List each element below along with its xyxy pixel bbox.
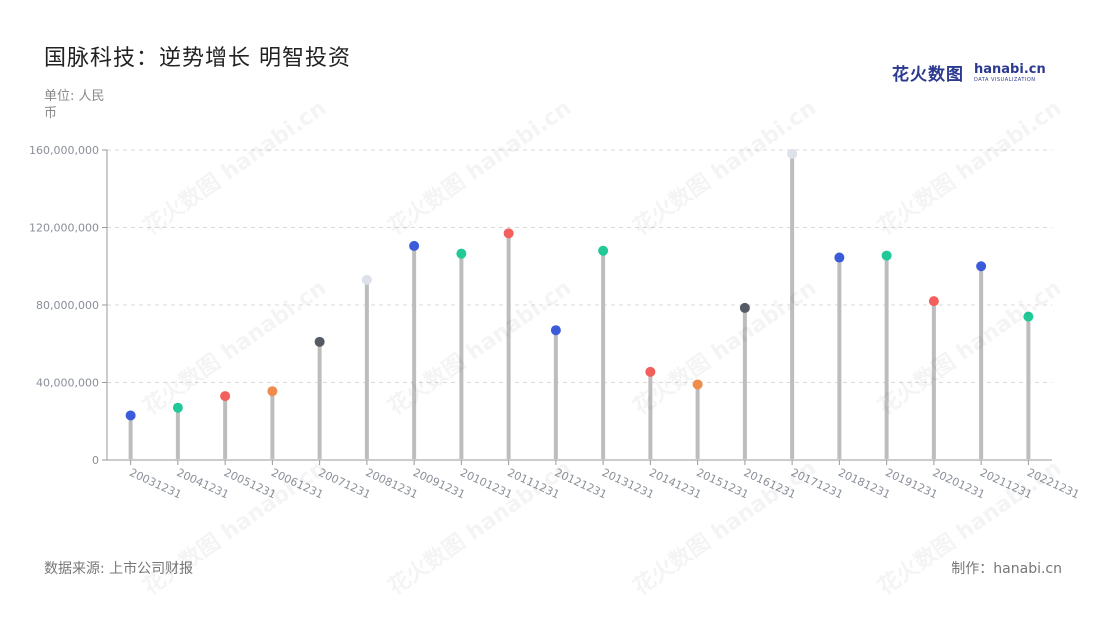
x-tick-label: 20151231 (694, 466, 750, 501)
logo-cn-text: 花火数图 (892, 65, 964, 85)
y-tick-label: 40,000,000 (36, 377, 99, 390)
unit-label: 单位: 人民币 (44, 89, 105, 121)
y-tick-label: 120,000,000 (29, 222, 99, 235)
lollipop-dot (881, 250, 892, 261)
lollipop-dot (361, 274, 372, 285)
credit-note: 制作：hanabi.cn (951, 561, 1062, 577)
lollipop-dot (976, 261, 987, 272)
x-tick-label: 20041231 (175, 466, 231, 501)
x-tick-label: 20161231 (742, 466, 798, 501)
x-tick-label: 20111231 (505, 466, 561, 501)
x-tick-label: 20201231 (931, 466, 987, 501)
y-tick-label: 80,000,000 (36, 299, 99, 312)
x-tick-label: 20131231 (600, 466, 656, 501)
x-tick-label: 20191231 (883, 466, 939, 501)
logo-en-text: hanabi.cn (974, 62, 1046, 77)
x-tick-label: 20091231 (411, 466, 467, 501)
x-tick-label: 20121231 (553, 466, 609, 501)
x-tick-label: 20171231 (789, 466, 845, 501)
y-tick-label: 0 (92, 454, 99, 467)
lollipop-dot (739, 302, 750, 313)
axes (102, 149, 1052, 465)
lollipop-dot (787, 148, 798, 159)
logo-sub-text: DATA VISUALIZATION (974, 77, 1036, 83)
x-tick-label: 20101231 (458, 466, 514, 501)
data-marks (125, 148, 1034, 459)
lollipop-dot (314, 336, 325, 347)
x-tick-label: 20061231 (269, 466, 325, 501)
x-tick-label: 20141231 (647, 466, 703, 501)
x-tick-label: 20211231 (978, 466, 1034, 501)
lollipop-dot (409, 240, 420, 251)
lollipop-dot (645, 366, 656, 377)
lollipop-dot (220, 391, 231, 402)
brand-logo: 花火数图 hanabi.cn DATA VISUALIZATION (892, 60, 1046, 88)
x-tick-label: 20221231 (1025, 466, 1081, 501)
lollipop-dot (267, 386, 278, 397)
lollipop-dot (598, 245, 609, 256)
lollipop-dot (834, 252, 845, 263)
x-tick-label: 20051231 (222, 466, 278, 501)
lollipop-dot (503, 228, 514, 239)
lollipop-dot (692, 379, 703, 390)
lollipop-dot (928, 296, 939, 307)
x-tick-label: 20181231 (836, 466, 892, 501)
chart-title: 国脉科技：逆势增长 明智投资 (44, 46, 351, 71)
lollipop-dot (125, 410, 136, 421)
lollipop-dot (172, 402, 183, 413)
data-source-note: 数据来源: 上市公司财报 (44, 561, 194, 577)
y-tick-label: 160,000,000 (29, 144, 99, 157)
x-tick-label: 20081231 (364, 466, 420, 501)
x-tick-label: 20031231 (127, 466, 183, 501)
x-tick-label: 20071231 (316, 466, 372, 501)
lollipop-dot (550, 325, 561, 336)
grid-lines (107, 149, 1052, 383)
lollipop-dot (1023, 311, 1034, 322)
lollipop-dot (456, 248, 467, 259)
